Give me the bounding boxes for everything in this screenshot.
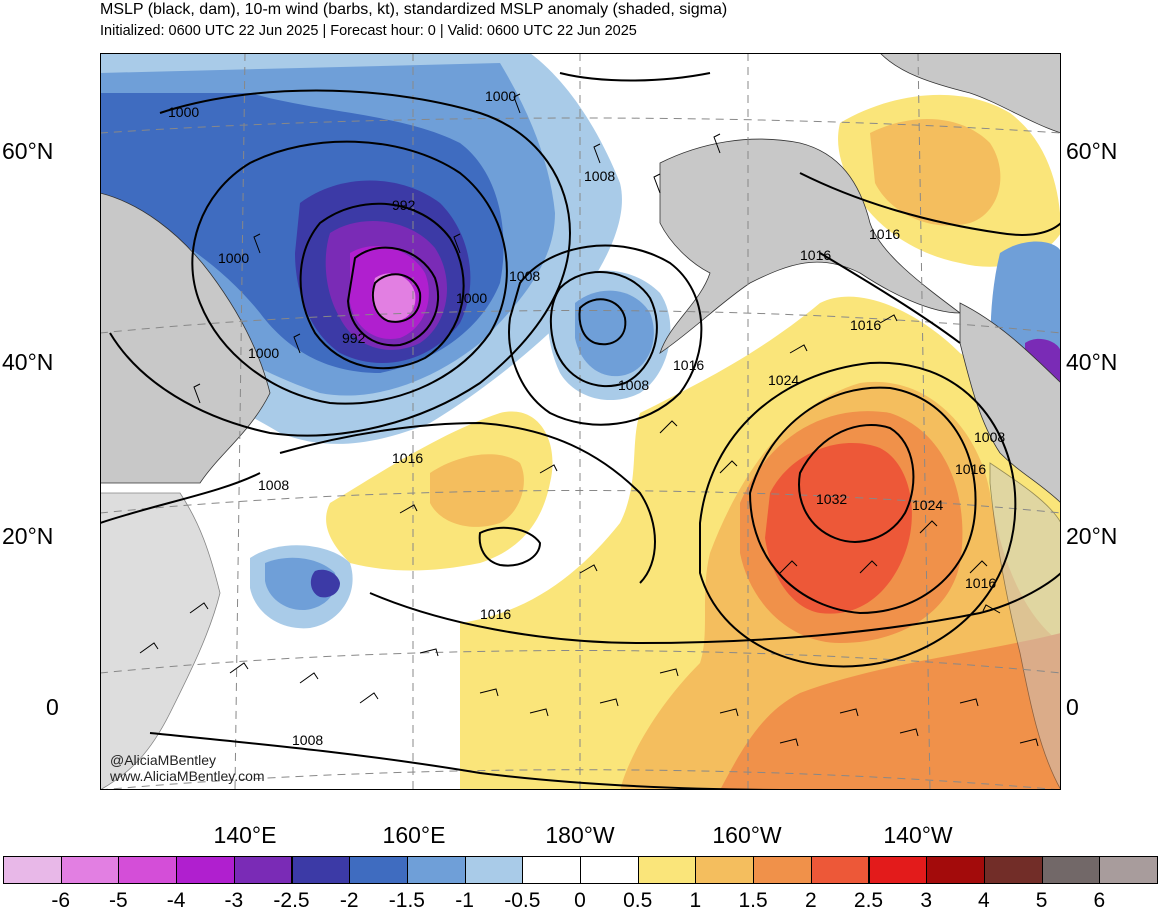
anomaly-negative-aleutian-core: [575, 290, 654, 377]
colorbar-label: 1.5: [738, 889, 768, 912]
contour-label-1000-d: 1000: [456, 290, 487, 306]
contour-label-1016-e: 1016: [955, 461, 986, 477]
contour-label-1016-d: 1016: [673, 357, 704, 373]
map-subtitle: Initialized: 0600 UTC 22 Jun 2025 | Fore…: [100, 23, 637, 39]
lat-label-40n-left: 40°N: [2, 349, 54, 375]
colorbar-label: -5: [109, 889, 128, 912]
lon-label-180w: 180°W: [545, 822, 615, 848]
contour-label-1008-f: 1008: [292, 732, 323, 748]
contour-label-1016-a: 1016: [869, 226, 900, 242]
mslp-contours: [100, 72, 1061, 790]
colorbar-label: -0.5: [504, 889, 541, 912]
colorbar-swatch: [3, 856, 62, 884]
land-north-america-west: [959, 302, 1061, 504]
contour-label-1024-b: 1024: [912, 497, 943, 513]
colorbar-label: -2: [339, 889, 359, 912]
contour-label-1016-b: 1016: [800, 247, 831, 263]
wind-barbs: [139, 93, 1039, 747]
contour-label-1008-e: 1008: [258, 477, 289, 493]
colorbar-label: -4: [166, 889, 186, 912]
contour-label-1024-a: 1024: [768, 372, 799, 388]
contour-label-1008-b: 1008: [509, 268, 540, 284]
colorbar-label: 1: [689, 889, 702, 912]
contour-label-1016-c: 1016: [850, 317, 881, 333]
colorbar-label: -2.5: [273, 889, 310, 912]
land-east-asia: [100, 492, 221, 790]
lat-label-20n-left: 20°N: [2, 523, 54, 549]
map-title: MSLP (black, dam), 10-m wind (barbs, kt)…: [100, 1, 728, 18]
lon-label-140e: 140°E: [213, 822, 277, 848]
colorbar-label: 0: [574, 889, 586, 912]
colorbar-label: -6: [51, 889, 71, 912]
contour-label-1032: 1032: [816, 491, 847, 507]
colorbar-swatch: [291, 856, 351, 884]
anomaly-negative-tropical-center: [310, 569, 340, 598]
colorbar-label: 2.5: [853, 889, 884, 912]
contour-label-1016-f: 1016: [965, 575, 996, 591]
contour-label-1000-e: 1000: [248, 345, 279, 361]
colorbar-swatch: [349, 856, 408, 884]
lon-label-140w: 140°W: [883, 822, 953, 848]
contour-label-992-a: 992: [392, 197, 416, 213]
contour-label-1000-b: 1000: [485, 88, 516, 104]
lon-label-160e: 160°E: [382, 822, 446, 848]
colorbar-label: 2: [804, 889, 817, 912]
colorbar-swatch: [983, 856, 1043, 884]
contour-label-1016-h: 1016: [480, 606, 511, 622]
colorbar-label: 0.5: [623, 889, 653, 912]
colorbar-swatch: [60, 856, 120, 884]
colorbar-swatch: [1099, 856, 1158, 884]
lat-label-60n-left: 60°N: [2, 138, 54, 164]
land-alaska: [659, 138, 962, 354]
colorbar-label: -1.5: [388, 889, 425, 912]
land-siberia-west: [100, 192, 271, 484]
colorbar-swatch: [406, 856, 466, 884]
lat-label-60n-right: 60°N: [1066, 138, 1118, 164]
credit-website: www.AliciaMBentley.com: [110, 768, 265, 784]
colorbar-label: 6: [1093, 889, 1106, 912]
colorbar-swatch: [464, 856, 524, 884]
colorbar-swatch: [810, 856, 870, 884]
colorbar-swatch: [695, 856, 755, 884]
colorbar-swatch: [233, 856, 293, 884]
colorbar-swatch: [1041, 856, 1101, 884]
colorbar-swatch: [176, 856, 235, 884]
anomaly-positive-yukon-core: [870, 119, 1001, 226]
lat-label-40n-right: 40°N: [1066, 349, 1118, 375]
colorbar-label: 3: [920, 889, 933, 912]
contour-label-1000-a: 1000: [168, 104, 199, 120]
contour-label-992-b: 992: [342, 330, 366, 346]
contour-label-1016-g: 1016: [392, 450, 423, 466]
colorbar-swatch: [522, 856, 581, 884]
anomaly-positive-high-east-peak: [765, 443, 912, 614]
colorbar-label: 4: [978, 889, 990, 912]
lat-label-20n-right: 20°N: [1066, 523, 1118, 549]
colorbar-swatch: [753, 856, 812, 884]
anomaly-positive-west-core: [430, 454, 524, 527]
credit-handle: @AliciaMBentley: [110, 752, 217, 768]
lon-label-160w: 160°W: [712, 822, 782, 848]
lat-label-eq-left: 0: [46, 694, 59, 720]
colorbar-swatch: [637, 856, 697, 884]
anomaly-negative-siberia-6: [371, 273, 416, 322]
lat-label-eq-right: 0: [1066, 694, 1079, 720]
colorbar-swatch: [580, 856, 639, 884]
weather-map: 1000 1000 1000 1000 1000 992 992 1008 10…: [100, 53, 1061, 790]
land-mexico: [989, 462, 1061, 790]
contour-label-1008-a: 1008: [584, 168, 615, 184]
contour-label-1000-c: 1000: [218, 250, 249, 266]
colorbar-label: -3: [224, 889, 244, 912]
contour-label-1008-c: 1008: [618, 377, 649, 393]
colorbar-swatch: [868, 856, 928, 884]
anomaly-positive-south-band: [720, 633, 1061, 790]
colorbar-swatch: [118, 856, 178, 884]
colorbar-label: -1: [455, 889, 474, 912]
land-canada-north: [879, 53, 1061, 134]
colorbar-label: 5: [1035, 889, 1048, 912]
contour-label-1008-d: 1008: [974, 429, 1005, 445]
colorbar-swatch: [926, 856, 985, 884]
